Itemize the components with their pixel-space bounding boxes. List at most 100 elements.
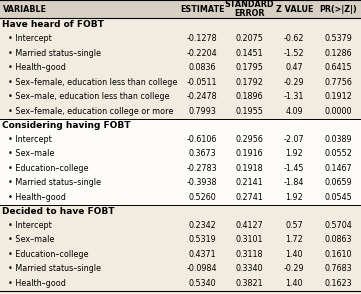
Text: -0.3938: -0.3938 [187,178,217,187]
Text: • Intercept: • Intercept [8,135,52,144]
Text: -1.31: -1.31 [284,92,304,101]
Text: 1.72: 1.72 [285,235,303,244]
Text: 1.40: 1.40 [286,279,303,288]
Bar [0,190,361,205]
Text: 0.1795: 0.1795 [235,63,263,72]
Text: -0.29: -0.29 [284,78,305,87]
Text: • Sex–female, education less than college: • Sex–female, education less than colleg… [8,78,177,87]
Text: 1.40: 1.40 [286,250,303,259]
Text: • Intercept: • Intercept [8,221,52,230]
Text: 0.5260: 0.5260 [188,193,216,202]
Text: 0.5379: 0.5379 [325,34,352,43]
Text: • Sex–male, education less than college: • Sex–male, education less than college [8,92,170,101]
Bar [0,261,361,276]
Text: 0.4371: 0.4371 [188,250,216,259]
Bar [0,118,361,132]
Text: • Sex–female, education college or more: • Sex–female, education college or more [8,107,173,116]
Text: • Married status–single: • Married status–single [8,49,101,58]
Text: 0.1918: 0.1918 [235,164,263,173]
Text: 0.0389: 0.0389 [325,135,352,144]
Bar [0,161,361,176]
Bar [0,75,361,89]
Text: Decided to have FOBT: Decided to have FOBT [2,207,114,216]
Text: ESTIMATE: ESTIMATE [180,4,225,14]
Text: 0.3673: 0.3673 [188,149,216,158]
Text: 0.0552: 0.0552 [325,149,352,158]
Text: -0.6106: -0.6106 [187,135,217,144]
Text: 0.0836: 0.0836 [188,63,216,72]
Text: -0.0511: -0.0511 [187,78,217,87]
Text: 0.2141: 0.2141 [235,178,263,187]
Bar [0,247,361,261]
Text: VARIABLE: VARIABLE [3,4,47,14]
Text: STANDARD
ERROR: STANDARD ERROR [224,0,274,18]
Text: 0.6415: 0.6415 [325,63,352,72]
Text: 0.7756: 0.7756 [325,78,352,87]
Text: 0.0545: 0.0545 [325,193,352,202]
Text: • Education–college: • Education–college [8,250,88,259]
Text: -0.62: -0.62 [284,34,304,43]
Text: -0.2783: -0.2783 [187,164,217,173]
Text: 0.2342: 0.2342 [188,221,216,230]
Text: 1.92: 1.92 [285,193,303,202]
Text: -0.1278: -0.1278 [187,34,217,43]
Text: • Health–good: • Health–good [8,193,66,202]
Text: -1.52: -1.52 [284,49,305,58]
Text: 0.1916: 0.1916 [235,149,263,158]
Text: 0.1912: 0.1912 [325,92,352,101]
Text: 0.2956: 0.2956 [235,135,263,144]
Text: 1.92: 1.92 [285,149,303,158]
Bar [0,176,361,190]
Text: • Intercept: • Intercept [8,34,52,43]
Bar [0,218,361,233]
Bar [0,46,361,61]
Bar [0,61,361,75]
Text: 0.0000: 0.0000 [325,107,352,116]
Text: 0.3101: 0.3101 [235,235,263,244]
Text: 0.0863: 0.0863 [325,235,352,244]
Text: • Health–good: • Health–good [8,63,66,72]
Text: 0.7993: 0.7993 [188,107,216,116]
Text: -1.45: -1.45 [284,164,304,173]
Text: Z VALUE: Z VALUE [275,4,313,14]
Text: 0.1623: 0.1623 [325,279,352,288]
Text: • Sex–male: • Sex–male [8,235,55,244]
Text: -0.29: -0.29 [284,264,305,273]
Bar [0,233,361,247]
Text: • Married status–single: • Married status–single [8,178,101,187]
Text: 0.1896: 0.1896 [235,92,263,101]
Text: • Health–good: • Health–good [8,279,66,288]
Text: 0.5704: 0.5704 [325,221,352,230]
Text: • Education–college: • Education–college [8,164,88,173]
Bar [0,0,361,18]
Text: 0.1792: 0.1792 [235,78,263,87]
Text: Have heard of FOBT: Have heard of FOBT [2,20,104,29]
Text: -1.84: -1.84 [284,178,304,187]
Text: 0.4127: 0.4127 [235,221,263,230]
Text: -0.2204: -0.2204 [187,49,217,58]
Text: 0.1955: 0.1955 [235,107,263,116]
Text: 0.3118: 0.3118 [235,250,263,259]
Text: -0.2478: -0.2478 [187,92,217,101]
Text: 0.1610: 0.1610 [325,250,352,259]
Text: 0.1467: 0.1467 [325,164,352,173]
Text: Considering having FOBT: Considering having FOBT [2,121,130,130]
Text: 0.47: 0.47 [286,63,303,72]
Text: 0.57: 0.57 [285,221,303,230]
Bar [0,31,361,46]
Text: 0.3821: 0.3821 [235,279,263,288]
Text: • Married status–single: • Married status–single [8,264,101,273]
Bar [0,89,361,104]
Text: 0.0659: 0.0659 [325,178,352,187]
Text: 0.2741: 0.2741 [235,193,263,202]
Bar [0,205,361,218]
Text: 0.7683: 0.7683 [325,264,352,273]
Bar [0,104,361,118]
Bar [0,132,361,146]
Bar [0,276,361,290]
Text: 0.5319: 0.5319 [188,235,216,244]
Text: -2.07: -2.07 [284,135,305,144]
Text: PR(>|Z|): PR(>|Z|) [319,4,357,14]
Bar [0,18,361,31]
Text: • Sex–male: • Sex–male [8,149,55,158]
